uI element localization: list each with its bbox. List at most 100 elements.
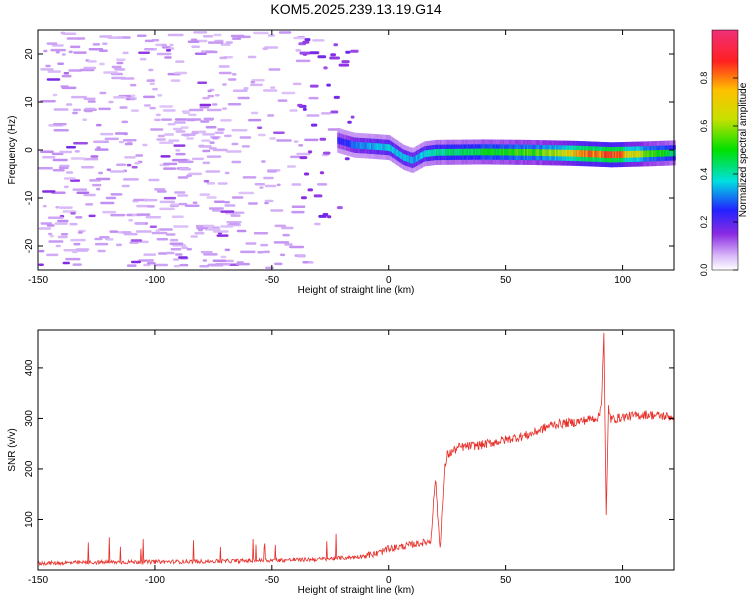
ridge-cell	[382, 143, 384, 151]
ridge-cell	[521, 149, 523, 156]
noise-cell	[136, 204, 149, 208]
ridge-cell	[439, 149, 442, 156]
ridge-cell	[418, 153, 421, 161]
noise-cell	[185, 118, 202, 121]
noise-cell	[42, 156, 56, 159]
noise-cell	[173, 144, 186, 147]
noise-cell	[92, 183, 102, 187]
noise-cell	[323, 151, 331, 155]
noise-cell	[106, 168, 112, 171]
noise-cell	[100, 201, 115, 205]
ridge-cell	[477, 148, 480, 156]
noise-cell	[218, 71, 232, 75]
noise-cell	[250, 80, 256, 84]
y-tick-label: -20	[24, 238, 35, 253]
ridge-cell	[469, 148, 471, 156]
noise-cell	[167, 33, 184, 37]
noise-cell	[191, 45, 200, 48]
noise-cell	[262, 89, 278, 92]
ridge-cell	[502, 148, 505, 156]
noise-cell	[96, 123, 102, 127]
noise-cell	[130, 97, 137, 100]
noise-cell	[92, 43, 101, 46]
noise-cell	[270, 86, 276, 89]
ridge-cell	[470, 148, 473, 156]
noise-cell	[202, 161, 210, 165]
noise-cell	[160, 155, 171, 158]
noise-cell	[98, 171, 103, 175]
noise-cell	[175, 60, 185, 63]
ridge-cell	[397, 150, 400, 157]
ridge-cell	[624, 151, 627, 158]
ridge-cell	[345, 139, 348, 147]
noise-cell	[144, 39, 154, 43]
noise-cell	[143, 253, 157, 256]
noise-cell	[183, 134, 190, 137]
noise-cell	[213, 33, 222, 37]
noise-cell	[167, 123, 176, 126]
noise-cell	[61, 74, 72, 78]
ridge-cell	[557, 149, 560, 157]
noise-cell	[109, 170, 126, 173]
noise-cell	[231, 142, 239, 146]
noise-cell	[165, 251, 175, 255]
noise-cell	[45, 64, 51, 68]
noise-cell	[297, 103, 303, 107]
ridge-cell	[549, 149, 551, 157]
noise-cell	[207, 89, 212, 93]
noise-cell	[110, 213, 126, 217]
noise-cell	[253, 232, 269, 235]
noise-cell	[155, 113, 161, 117]
noise-cell	[121, 120, 129, 124]
noise-cell	[144, 48, 155, 51]
noise-cell	[156, 138, 166, 141]
noise-cell	[47, 216, 64, 219]
noise-cell	[128, 219, 133, 222]
ridge-cell	[526, 149, 529, 156]
noise-cell	[274, 262, 283, 266]
ridge-cell	[619, 151, 622, 158]
noise-cell	[220, 210, 235, 213]
ridge-cell	[575, 150, 578, 157]
noise-cell	[54, 222, 68, 225]
noise-cell	[231, 73, 237, 76]
noise-cell	[68, 50, 73, 54]
noise-cell	[139, 57, 147, 61]
noise-cell	[85, 203, 94, 206]
noise-cell	[217, 182, 228, 185]
noise-cell	[63, 72, 70, 75]
ridge-cell	[664, 149, 666, 157]
noise-cell	[170, 203, 179, 206]
noise-cell	[72, 263, 82, 266]
noise-cell	[308, 261, 314, 264]
noise-cell	[267, 170, 277, 173]
ridge-cell	[354, 141, 356, 149]
noise-cell	[309, 84, 319, 88]
noise-cell	[257, 251, 264, 254]
ridge-cell	[338, 137, 341, 145]
ridge-cell	[481, 148, 484, 156]
ridge-cell	[476, 148, 478, 156]
noise-cell	[330, 53, 336, 57]
ridge-cell	[465, 148, 467, 156]
ridge-cell	[643, 150, 645, 158]
noise-cell	[192, 201, 198, 204]
noise-cell	[174, 121, 186, 124]
noise-cell	[304, 138, 319, 142]
ridge-cell	[344, 139, 347, 146]
ridge-cell	[505, 148, 508, 156]
noise-cell	[43, 49, 48, 53]
noise-cell	[295, 49, 302, 52]
x-tick-label: -150	[28, 275, 48, 286]
ridge-cell	[448, 148, 450, 156]
ridge-cell	[544, 149, 547, 157]
noise-cell	[206, 196, 217, 199]
y-tick-label: -10	[24, 190, 35, 205]
ridge-cell	[493, 148, 495, 156]
noise-cell	[70, 45, 81, 49]
noise-cell	[149, 225, 157, 228]
noise-cell	[298, 144, 304, 147]
ridge-cell	[411, 157, 414, 164]
ridge-cell	[516, 148, 519, 156]
noise-cell	[222, 83, 227, 86]
